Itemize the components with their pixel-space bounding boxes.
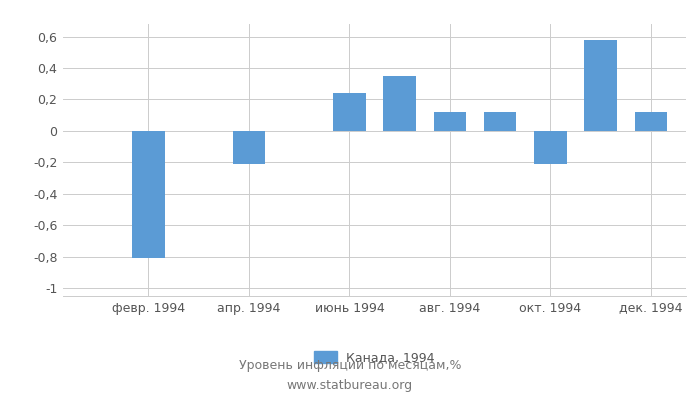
Bar (384, 76, 416, 131)
Bar (433, 112, 466, 131)
Bar (534, 131, 567, 164)
Bar (232, 131, 265, 164)
Text: Уровень инфляции по месяцам,%: Уровень инфляции по месяцам,% (239, 360, 461, 372)
Text: www.statbureau.org: www.statbureau.org (287, 380, 413, 392)
Bar (634, 112, 667, 131)
Bar (333, 93, 365, 131)
Legend: Канада, 1994: Канада, 1994 (314, 351, 435, 364)
Bar (584, 40, 617, 131)
Bar (484, 112, 517, 131)
Bar (132, 131, 164, 258)
